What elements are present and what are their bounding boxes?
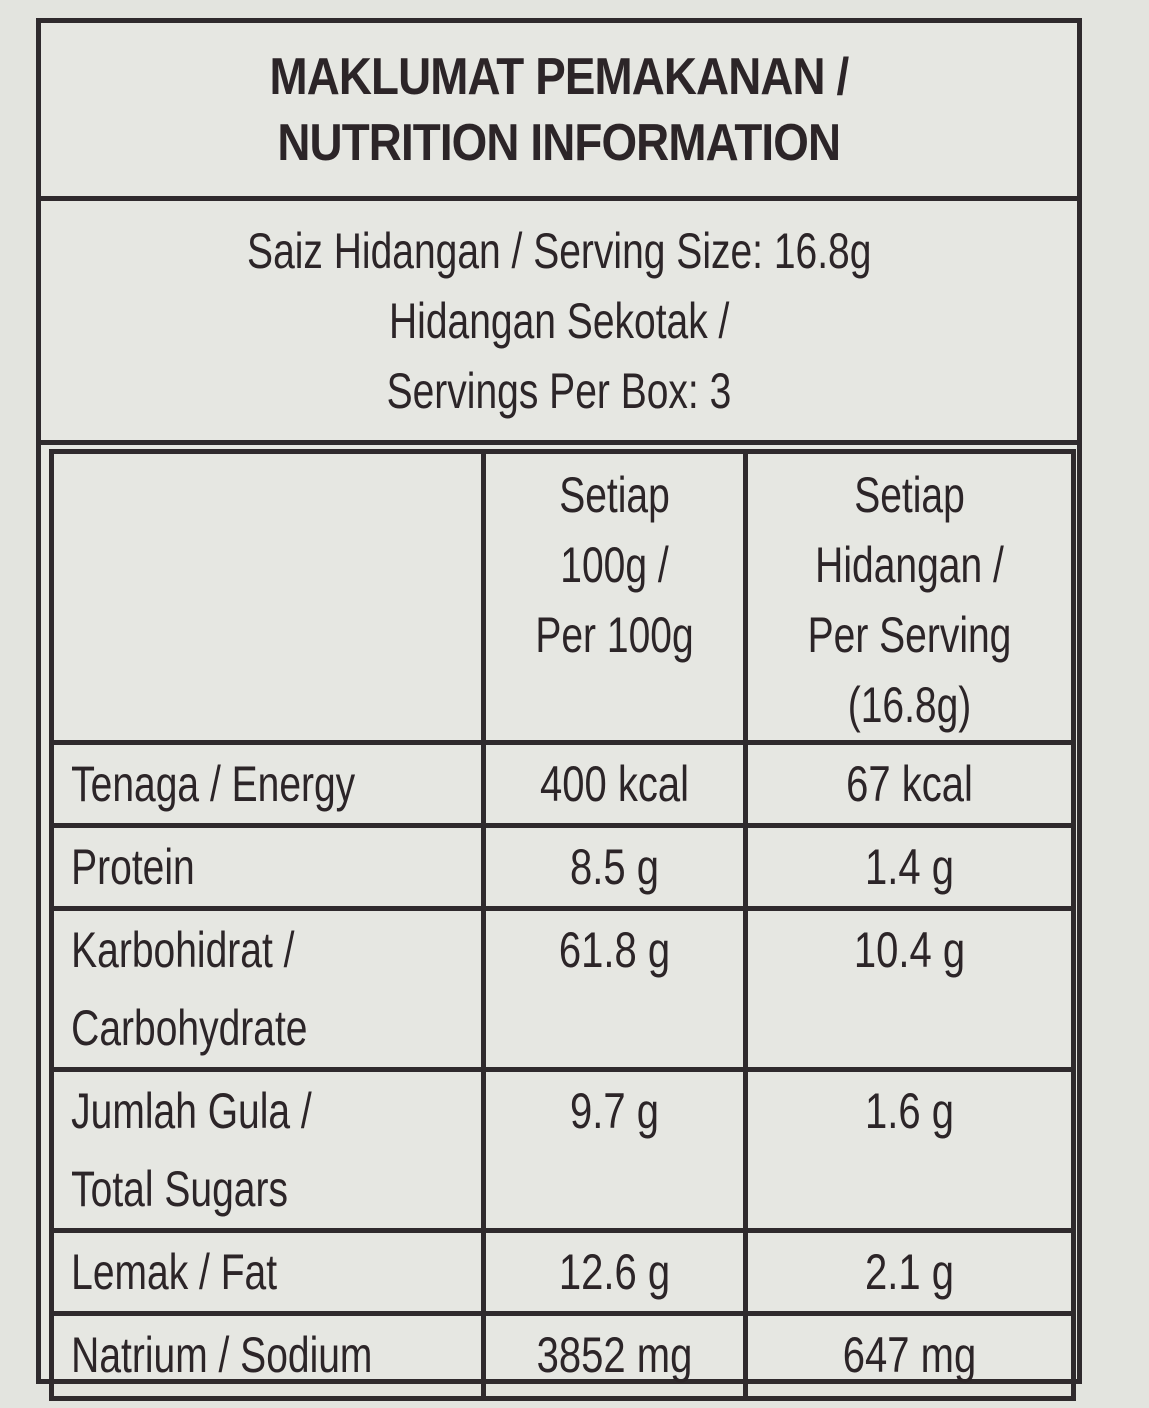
per-100g-cell: 8.5 g (481, 823, 748, 911)
table-row: Lemak / Fat 12.6 g 2.1 g (49, 1228, 1076, 1316)
row-label: Tenaga / Energy (71, 756, 356, 812)
servings-per-box: Servings Per Box: 3 (386, 362, 732, 419)
header-per-100g: Setiap 100g / Per 100g (481, 449, 748, 745)
row-label: Lemak / Fat (71, 1244, 278, 1300)
header-per-serving: Setiap Hidangan / Per Serving (16.8g) (743, 449, 1076, 745)
per-100g-cell: 9.7 g (481, 1067, 748, 1233)
per-serving-cell: 1.4 g (743, 823, 1076, 911)
per-100g-value: 400 kcal (540, 756, 689, 812)
row-label-cell: Jumlah Gula / Total Sugars (49, 1067, 486, 1233)
per-serving-cell: 2.1 g (743, 1228, 1076, 1316)
row-label-cell: Natrium / Sodium (49, 1311, 486, 1401)
per-100g-value: 12.6 g (558, 1244, 671, 1300)
nutrition-label-panel: MAKLUMAT PEMAKANAN / NUTRITION INFORMATI… (36, 18, 1082, 1401)
title-malay: MAKLUMAT PEMAKANAN / (269, 47, 850, 106)
per-100g-cell: 400 kcal (481, 740, 748, 828)
title-english: NUTRITION INFORMATION (277, 113, 842, 172)
per-serving-cell: 67 kcal (743, 740, 1076, 828)
table-row: Tenaga / Energy 400 kcal 67 kcal (49, 740, 1076, 828)
table-row: Jumlah Gula / Total Sugars 9.7 g 1.6 g (49, 1067, 1076, 1233)
per-100g-value: 9.7 g (570, 1083, 659, 1139)
per-serving-value: 1.4 g (865, 839, 954, 895)
header-per-serving-text: Setiap Hidangan / Per Serving (16.8g) (807, 467, 1012, 733)
nutrition-table: Setiap 100g / Per 100g Setiap Hidangan /… (49, 449, 1076, 1401)
per-100g-cell: 12.6 g (481, 1228, 748, 1316)
per-100g-value: 3852 mg (536, 1327, 693, 1383)
header-per-100g-text: Setiap 100g / Per 100g (535, 467, 694, 663)
per-serving-cell: 10.4 g (743, 906, 1076, 1072)
per-serving-cell: 647 mg (743, 1311, 1076, 1401)
servings-per-box-label: Hidangan Sekotak / (388, 292, 730, 349)
per-serving-value: 647 mg (842, 1327, 977, 1383)
per-serving-value: 2.1 g (865, 1244, 954, 1300)
per-100g-cell: 3852 mg (481, 1311, 748, 1401)
per-serving-value: 67 kcal (846, 756, 973, 812)
per-100g-value: 61.8 g (558, 922, 671, 978)
table-row: Karbohidrat / Carbohydrate 61.8 g 10.4 g (49, 906, 1076, 1072)
nutrition-title: MAKLUMAT PEMAKANAN / NUTRITION INFORMATI… (41, 23, 1077, 201)
table-header-row: Setiap 100g / Per 100g Setiap Hidangan /… (49, 449, 1076, 745)
row-label-cell: Protein (49, 823, 486, 911)
per-serving-cell: 1.6 g (743, 1067, 1076, 1233)
header-empty-cell (49, 449, 486, 745)
per-100g-cell: 61.8 g (481, 906, 748, 1072)
row-label-cell: Lemak / Fat (49, 1228, 486, 1316)
per-serving-value: 10.4 g (853, 922, 966, 978)
row-label: Protein (71, 839, 195, 895)
per-serving-value: 1.6 g (865, 1083, 954, 1139)
serving-size: Saiz Hidangan / Serving Size: 16.8g (246, 222, 872, 279)
per-100g-value: 8.5 g (570, 839, 659, 895)
row-label-cell: Karbohidrat / Carbohydrate (49, 906, 486, 1072)
serving-info: Saiz Hidangan / Serving Size: 16.8g Hida… (41, 201, 1077, 445)
row-label: Natrium / Sodium (71, 1327, 373, 1383)
row-label: Jumlah Gula / Total Sugars (71, 1083, 312, 1217)
table-row: Natrium / Sodium 3852 mg 647 mg (49, 1311, 1076, 1401)
table-row: Protein 8.5 g 1.4 g (49, 823, 1076, 911)
row-label-cell: Tenaga / Energy (49, 740, 486, 828)
row-label: Karbohidrat / Carbohydrate (71, 922, 308, 1056)
